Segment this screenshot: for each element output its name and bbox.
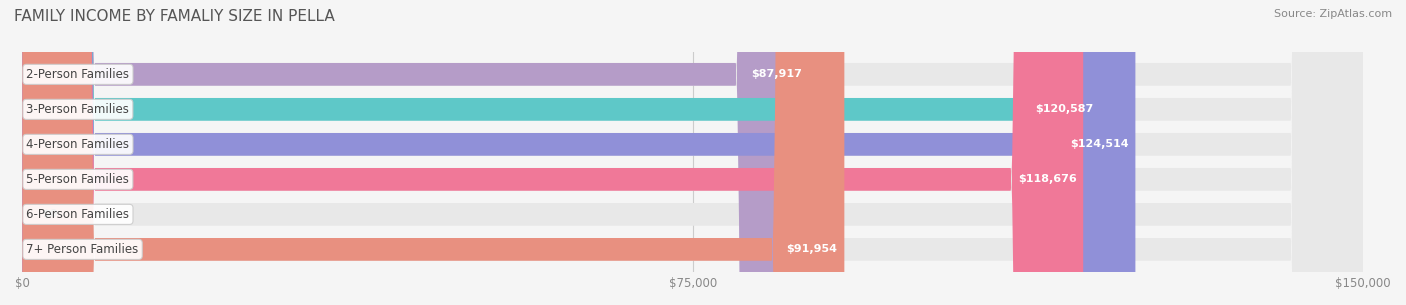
FancyBboxPatch shape (22, 0, 1364, 305)
Text: 7+ Person Families: 7+ Person Families (27, 243, 139, 256)
Text: 6-Person Families: 6-Person Families (27, 208, 129, 221)
FancyBboxPatch shape (22, 0, 808, 305)
Text: $0: $0 (42, 209, 58, 219)
FancyBboxPatch shape (22, 0, 1136, 305)
Text: $120,587: $120,587 (1035, 104, 1094, 114)
FancyBboxPatch shape (22, 0, 845, 305)
Text: 2-Person Families: 2-Person Families (27, 68, 129, 81)
Text: $91,954: $91,954 (786, 244, 838, 254)
FancyBboxPatch shape (22, 0, 1364, 305)
Text: $87,917: $87,917 (751, 69, 801, 79)
Text: $118,676: $118,676 (1018, 174, 1077, 185)
FancyBboxPatch shape (22, 0, 1364, 305)
FancyBboxPatch shape (22, 0, 1364, 305)
Text: FAMILY INCOME BY FAMALIY SIZE IN PELLA: FAMILY INCOME BY FAMALIY SIZE IN PELLA (14, 9, 335, 24)
Text: 4-Person Families: 4-Person Families (27, 138, 129, 151)
FancyBboxPatch shape (22, 0, 1364, 305)
Text: $124,514: $124,514 (1070, 139, 1129, 149)
Text: Source: ZipAtlas.com: Source: ZipAtlas.com (1274, 9, 1392, 19)
FancyBboxPatch shape (22, 0, 1364, 305)
Text: 3-Person Families: 3-Person Families (27, 103, 129, 116)
FancyBboxPatch shape (22, 0, 1083, 305)
Text: 5-Person Families: 5-Person Families (27, 173, 129, 186)
FancyBboxPatch shape (22, 0, 1101, 305)
